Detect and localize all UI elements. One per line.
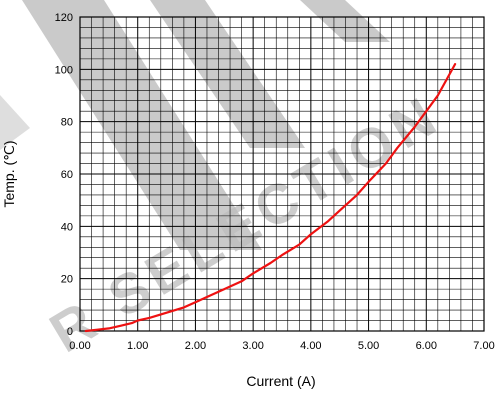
- y-tick-label: 0: [67, 326, 73, 338]
- y-tick-label: 80: [61, 117, 73, 129]
- x-tick-label: 2.00: [185, 340, 206, 352]
- grid: [79, 16, 485, 332]
- watermark: R SELECTION: [0, 0, 451, 364]
- y-tick-label: 60: [61, 169, 73, 181]
- y-tick-label: 100: [55, 64, 73, 76]
- watermark-stripe-right: [300, 0, 390, 42]
- x-tick-label: 0.00: [69, 340, 90, 352]
- tick-labels: 0.00 1.00 2.00 3.00 4.00 5.00 6.00 7.00 0 20 40 60 8…: [55, 12, 495, 352]
- y-tick-label: 40: [61, 221, 73, 233]
- watermark-stripe-edge: [0, 95, 30, 150]
- x-tick-label: 1.00: [127, 340, 148, 352]
- x-tick-label: 3.00: [242, 340, 263, 352]
- x-axis-title: Current (A): [246, 373, 315, 389]
- x-tick-label: 4.00: [300, 340, 321, 352]
- y-axis-title: Temp. (℃): [1, 140, 17, 207]
- y-tick-label: 120: [55, 12, 73, 24]
- series-line: [84, 62, 457, 333]
- series-layer: [84, 62, 457, 333]
- x-tick-label: 7.00: [473, 340, 494, 352]
- y-tick-label: 20: [61, 274, 73, 286]
- watermark-stripe-left: [22, 0, 262, 250]
- x-tick-label: 5.00: [358, 340, 379, 352]
- x-tick-label: 6.00: [416, 340, 437, 352]
